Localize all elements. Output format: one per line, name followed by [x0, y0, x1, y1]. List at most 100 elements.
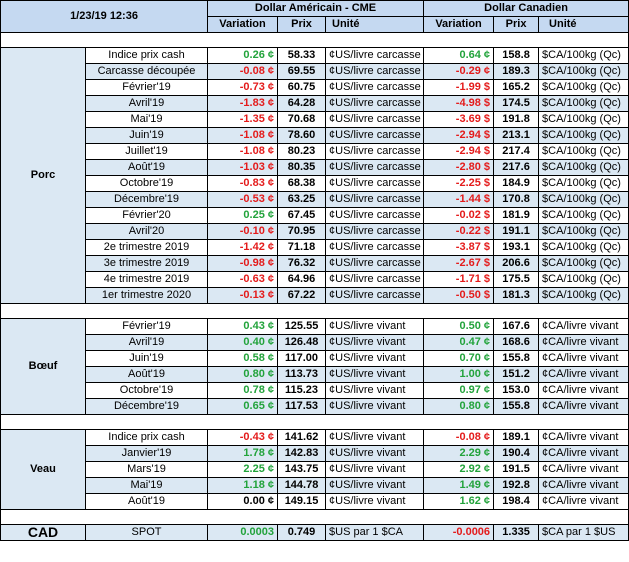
- usd-price: 76.32: [277, 255, 327, 272]
- contract-label: Mai'19: [84, 111, 209, 128]
- cad-variation: -0.22 $: [423, 223, 495, 240]
- cad-variation: -0.50 $: [423, 287, 495, 304]
- usd-price: 69.55: [277, 63, 327, 80]
- cad-price: 190.4: [493, 445, 540, 462]
- usd-price: 143.75: [277, 461, 327, 478]
- usd-unit: ¢US/livre carcasse: [325, 143, 425, 160]
- cad-prix-header: Prix: [493, 16, 540, 33]
- cad-unit: $CA/100kg (Qc): [538, 239, 629, 256]
- cad-price: 181.3: [493, 287, 540, 304]
- cad-unit: $CA/100kg (Qc): [538, 95, 629, 112]
- cad-variation: -2.80 $: [423, 159, 495, 176]
- cad-unit: $CA/100kg (Qc): [538, 79, 629, 96]
- contract-label: Indice prix cash: [84, 47, 209, 64]
- spacer-cell: [0, 414, 629, 430]
- usd-variation: -0.08 ¢: [207, 63, 279, 80]
- usd-variation: 0.80 ¢: [207, 366, 279, 383]
- porc-row: Octobre'19 -0.83 ¢ 68.38 ¢US/livre carcasse…: [1, 175, 629, 192]
- cad-unit: ¢CA/livre vivant: [538, 366, 629, 383]
- boeuf-row: Décembre'19 0.65 ¢ 117.53 ¢US/livre vivant 0…: [1, 398, 629, 415]
- cad-price: 198.4: [493, 493, 540, 510]
- cad-price: 155.8: [493, 398, 540, 415]
- porc-row: Juillet'19 -1.08 ¢ 80.23 ¢US/livre carcasse…: [1, 143, 629, 160]
- cad-variation: -0.08 ¢: [423, 429, 495, 446]
- usd-unit: ¢US/livre carcasse: [325, 191, 425, 208]
- usd-variation: -0.83 ¢: [207, 175, 279, 192]
- cad-unit: ¢CA/livre vivant: [538, 429, 629, 446]
- usd-unit: ¢US/livre carcasse: [325, 95, 425, 112]
- usd-variation: 0.00 ¢: [207, 493, 279, 510]
- usd-variation: 1.18 ¢: [207, 477, 279, 494]
- usd-unit: ¢US/livre carcasse: [325, 255, 425, 272]
- usd-unit: ¢US/livre carcasse: [325, 47, 425, 64]
- cad-unit: ¢CA/livre vivant: [538, 477, 629, 494]
- cad-price: 189.3: [493, 63, 540, 80]
- usd-variation: -0.10 ¢: [207, 223, 279, 240]
- porc-row: Mai'19 -1.35 ¢ 70.68 ¢US/livre carcasse -3.6…: [1, 111, 629, 128]
- cad-unit: $CA/100kg (Qc): [538, 47, 629, 64]
- cad-price: 174.5: [493, 95, 540, 112]
- contract-label: 1er trimestre 2020: [84, 287, 209, 304]
- price-table: 1/23/19 12:36 Dollar Américain - CME Dol…: [0, 0, 629, 541]
- veau-label: Veau: [0, 429, 86, 510]
- boeuf-label: Bœuf: [0, 318, 86, 415]
- contract-label: Janvier'19: [84, 445, 209, 462]
- contract-label: Carcasse découpée: [84, 63, 209, 80]
- cad-variation: 1.49 ¢: [423, 477, 495, 494]
- usd-unit: ¢US/livre carcasse: [325, 111, 425, 128]
- contract-label: Juin'19: [84, 350, 209, 367]
- section-spacer: [0, 32, 629, 48]
- cad-variation: -1.44 $: [423, 191, 495, 208]
- contract-label: 4e trimestre 2019: [84, 271, 209, 288]
- usd-variation: 0.26 ¢: [207, 47, 279, 64]
- cad-variation: 2.92 ¢: [423, 461, 495, 478]
- cad-variation: -3.87 $: [423, 239, 495, 256]
- cad-price: 193.1: [493, 239, 540, 256]
- boeuf-row: Avril'19 0.40 ¢ 126.48 ¢US/livre vivant 0.47…: [1, 334, 629, 351]
- cad-price: 191.5: [493, 461, 540, 478]
- usd-price: 60.75: [277, 79, 327, 96]
- cad-spot-price: 1.335: [493, 524, 540, 541]
- cad-unit: $CA/100kg (Qc): [538, 207, 629, 224]
- cad-unit: ¢CA/livre vivant: [538, 445, 629, 462]
- porc-row: Juin'19 -1.08 ¢ 78.60 ¢US/livre carcasse -2.…: [1, 127, 629, 144]
- cad-variation: 0.70 ¢: [423, 350, 495, 367]
- porc-row: Décembre'19 -0.53 ¢ 63.25 ¢US/livre carcass…: [1, 191, 629, 208]
- usd-variation: 0.43 ¢: [207, 318, 279, 335]
- cad-unit: ¢CA/livre vivant: [538, 350, 629, 367]
- contract-label: Décembre'19: [84, 191, 209, 208]
- usd-price: 58.33: [277, 47, 327, 64]
- spacer-cell: [0, 32, 629, 48]
- contract-label: Février'20: [84, 207, 209, 224]
- usd-variation: 0.40 ¢: [207, 334, 279, 351]
- boeuf-row: Août'19 0.80 ¢ 113.73 ¢US/livre vivant 1.00 …: [1, 366, 629, 383]
- usd-price: 67.45: [277, 207, 327, 224]
- cad-label: CAD: [0, 524, 86, 541]
- contract-label: Mai'19: [84, 477, 209, 494]
- contract-label: Avril'20: [84, 223, 209, 240]
- usd-variation: -0.53 ¢: [207, 191, 279, 208]
- usd-variation: 2.25 ¢: [207, 461, 279, 478]
- contract-label: Août'19: [84, 366, 209, 383]
- usd-unit: ¢US/livre vivant: [325, 334, 425, 351]
- usd-price: 71.18: [277, 239, 327, 256]
- cad-variation: -0.29 ¢: [423, 63, 495, 80]
- usd-variation: -1.08 ¢: [207, 127, 279, 144]
- usd-price: 78.60: [277, 127, 327, 144]
- contract-label: Octobre'19: [84, 175, 209, 192]
- usd-variation: -0.63 ¢: [207, 271, 279, 288]
- cad-price: 175.5: [493, 271, 540, 288]
- usd-price: 125.55: [277, 318, 327, 335]
- usd-spot-variation: 0.0003: [207, 524, 279, 541]
- cad-spot-row: CAD SPOT 0.0003 0.749 $US par 1 $CA -0.0006 1.…: [0, 524, 629, 541]
- usd-unit: ¢US/livre carcasse: [325, 175, 425, 192]
- porc-row: Avril'19 -1.83 ¢ 64.28 ¢US/livre carcasse -4…: [1, 95, 629, 112]
- usd-unit: ¢US/livre carcasse: [325, 63, 425, 80]
- usd-unit: ¢US/livre vivant: [325, 382, 425, 399]
- cad-price: 153.0: [493, 382, 540, 399]
- cad-unit: $CA/100kg (Qc): [538, 223, 629, 240]
- cad-price: 158.8: [493, 47, 540, 64]
- usd-variation: -0.43 ¢: [207, 429, 279, 446]
- usd-price: 117.53: [277, 398, 327, 415]
- cad-unit: ¢CA/livre vivant: [538, 318, 629, 335]
